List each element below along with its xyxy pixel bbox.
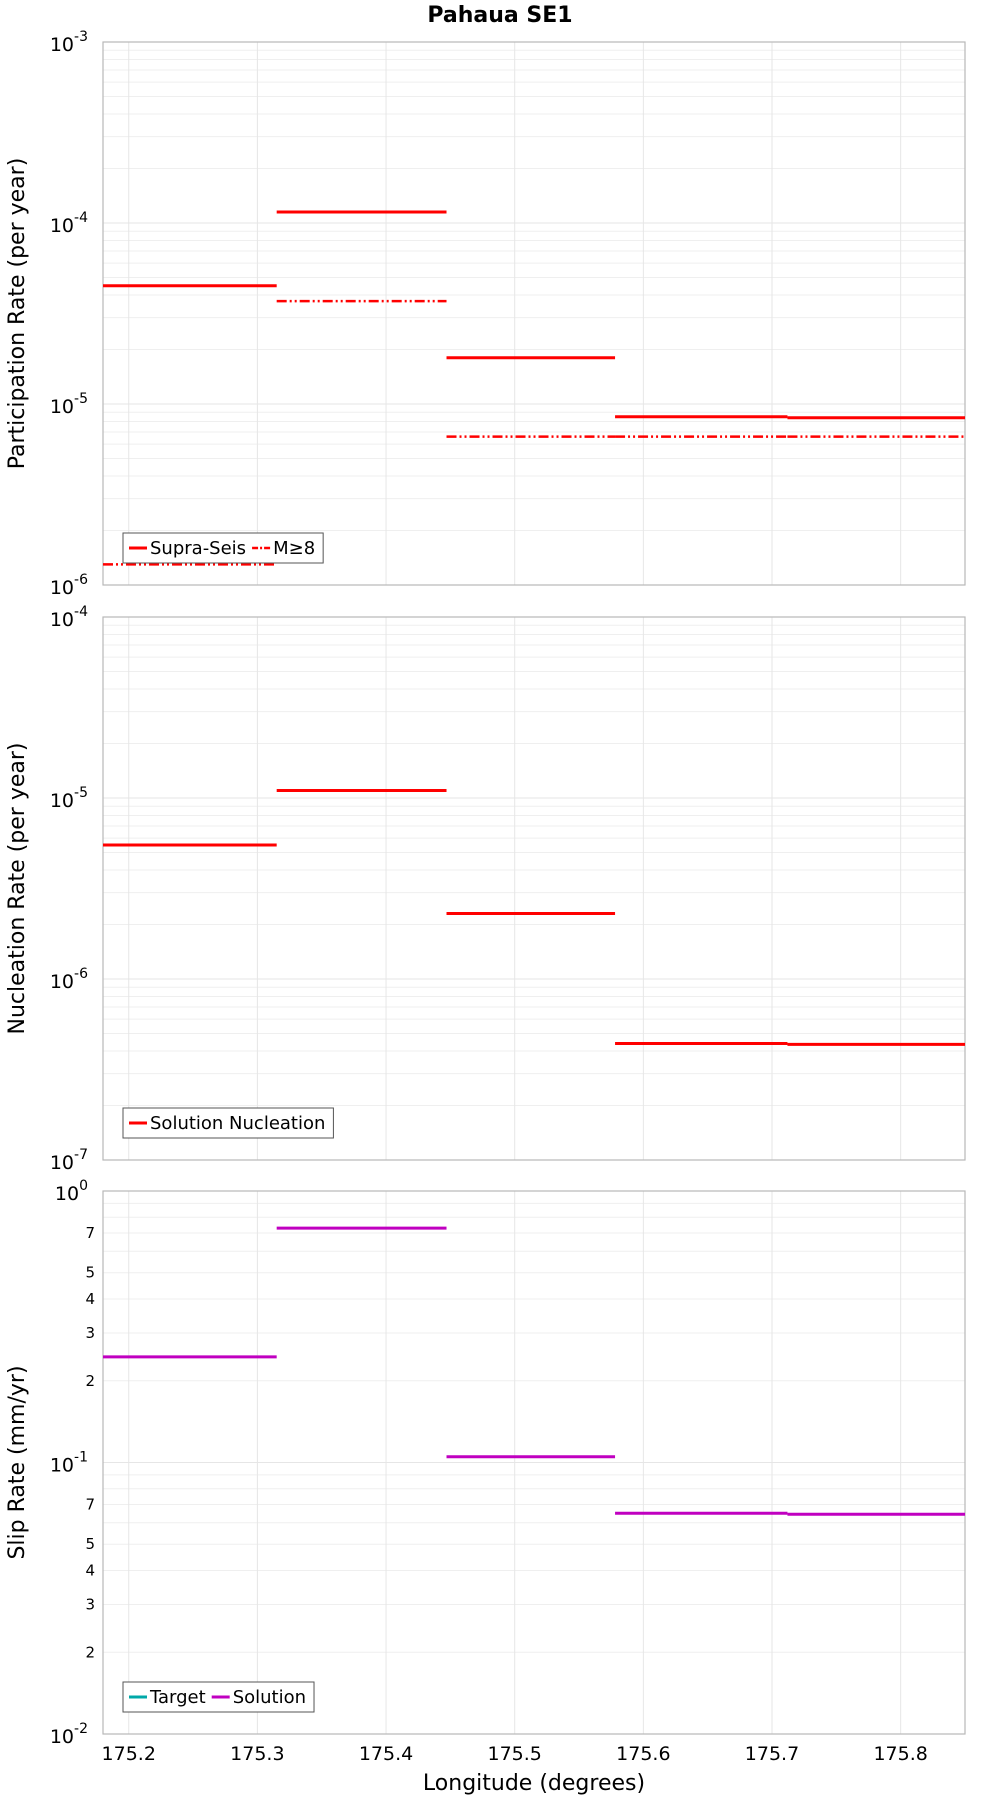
legend: Solution Nucleation xyxy=(122,1107,334,1139)
plot-frame xyxy=(102,616,966,1161)
y-minor-tick-label: 5 xyxy=(85,1264,95,1282)
y-minor-tick-label: 7 xyxy=(85,1224,95,1242)
plot-frame xyxy=(102,41,966,586)
y-tick-label: 10-7 xyxy=(50,1147,88,1174)
y-axis-label: Participation Rate (per year) xyxy=(5,158,30,470)
x-tick-label: 175.2 xyxy=(102,1743,156,1765)
panel-3: 100 10-1 10-2 7 5 4 3 2 7 5 4 3 2 Slip Rate (mm/yr) Ta… xyxy=(5,1178,966,1765)
legend-label: Supra-Seis xyxy=(150,538,246,559)
y-tick-label: 10-2 xyxy=(50,1721,88,1748)
y-tick-label: 10-4 xyxy=(50,604,88,631)
y-tick-label: 10-1 xyxy=(50,1450,88,1477)
chart-title: Pahaua SE1 xyxy=(427,3,572,28)
y-axis-label: Slip Rate (mm/yr) xyxy=(5,1365,30,1559)
y-minor-tick-label: 2 xyxy=(85,1372,95,1390)
y-minor-tick-label: 5 xyxy=(85,1535,95,1553)
x-tick-label: 175.6 xyxy=(616,1743,670,1765)
legend-label: Solution Nucleation xyxy=(150,1113,325,1134)
y-tick-label: 10-5 xyxy=(50,785,88,812)
y-minor-tick-label: 7 xyxy=(85,1496,95,1514)
legend-label: Target xyxy=(149,1687,206,1708)
x-tick-label: 175.7 xyxy=(745,1743,799,1765)
y-minor-tick-label: 4 xyxy=(85,1562,95,1580)
x-tick-label: 175.4 xyxy=(359,1743,413,1765)
y-minor-tick-label: 3 xyxy=(85,1324,95,1342)
x-tick-label: 175.8 xyxy=(873,1743,927,1765)
y-axis-label: Nucleation Rate (per year) xyxy=(5,743,30,1035)
y-tick-label: 10-3 xyxy=(50,29,88,56)
legend: Target Solution xyxy=(122,1681,315,1713)
y-tick-label: 10-5 xyxy=(50,391,88,418)
panel-2: 10-4 10-5 10-6 10-7 Nucleation Rate (per yea… xyxy=(5,604,966,1174)
legend-box xyxy=(122,532,324,564)
x-tick-label: 175.3 xyxy=(230,1743,284,1765)
legend-label: M≥8 xyxy=(273,538,315,559)
x-axis-label: Longitude (degrees) xyxy=(423,1771,645,1796)
legend: Supra-Seis M≥8 xyxy=(122,532,324,564)
chart-panels: 10-3 10-4 10-5 10-6 Participation Rate (per … xyxy=(5,29,966,1765)
y-tick-label: 100 xyxy=(55,1178,88,1205)
y-tick-label: 10-6 xyxy=(50,966,88,993)
y-minor-tick-label: 2 xyxy=(85,1643,95,1661)
y-tick-label: 10-6 xyxy=(50,572,88,599)
legend-box xyxy=(122,1107,334,1139)
panel-1: 10-3 10-4 10-5 10-6 Participation Rate (per … xyxy=(5,29,966,599)
legend-label: Solution xyxy=(233,1687,306,1708)
x-tick-label: 175.5 xyxy=(487,1743,541,1765)
y-tick-label: 10-4 xyxy=(50,210,88,237)
plot-frame xyxy=(102,1190,966,1735)
y-minor-tick-label: 4 xyxy=(85,1290,95,1308)
y-minor-tick-label: 3 xyxy=(85,1595,95,1613)
